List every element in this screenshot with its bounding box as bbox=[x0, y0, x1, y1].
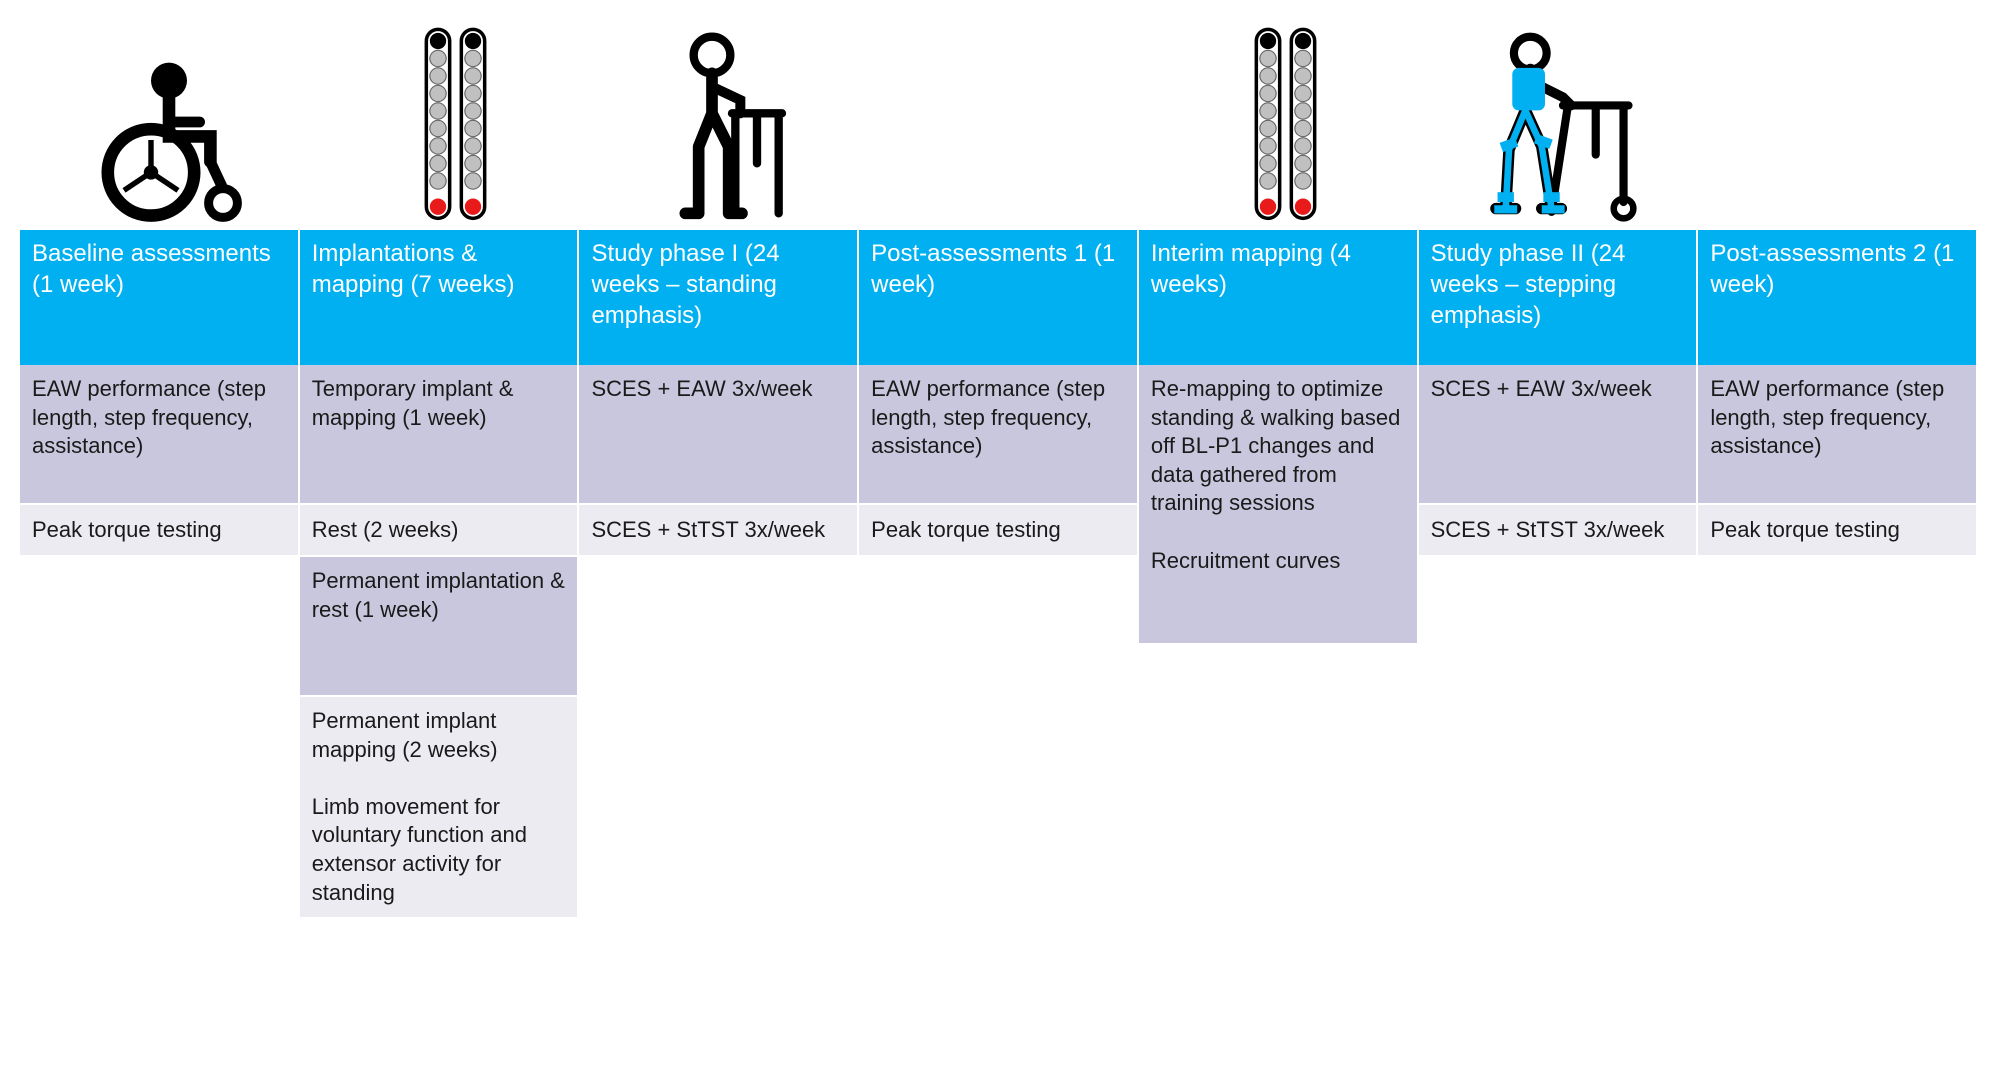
icon-standing-walker-cell bbox=[594, 30, 871, 230]
electrodes-icon bbox=[413, 20, 498, 230]
body-cell: Permanent implantation & rest (1 week) bbox=[300, 557, 580, 697]
column-header-text: Baseline assessments (1 week) bbox=[32, 238, 286, 300]
body-cell-text: SCES + StTST 3x/week bbox=[1431, 516, 1665, 545]
body-cell: EAW performance (step length, step frequ… bbox=[859, 365, 1139, 505]
body-cell-text: EAW performance (step length, step frequ… bbox=[871, 375, 1125, 461]
timeline-column-1: Implantations & mapping (7 weeks) Tempora… bbox=[300, 230, 580, 919]
column-header-text: Study phase II (24 weeks – stepping emph… bbox=[1431, 238, 1685, 332]
column-header-text: Study phase I (24 weeks – standing empha… bbox=[591, 238, 845, 332]
body-cell: SCES + EAW 3x/week bbox=[1419, 365, 1699, 505]
body-cell-text: SCES + EAW 3x/week bbox=[591, 375, 812, 404]
body-cell: Rest (2 weeks) bbox=[300, 505, 580, 557]
electrodes-icon bbox=[1243, 20, 1328, 230]
body-cell-text: Permanent implantation & rest (1 week) bbox=[312, 567, 566, 624]
column-header-text: Post-assessments 2 (1 week) bbox=[1710, 238, 1964, 300]
timeline-column-2: Study phase I (24 weeks – standing empha… bbox=[579, 230, 859, 919]
study-timeline-diagram: Baseline assessments (1 week) EAW perform… bbox=[20, 20, 1978, 919]
timeline-column-0: Baseline assessments (1 week) EAW perform… bbox=[20, 230, 300, 919]
column-header: Baseline assessments (1 week) bbox=[20, 230, 300, 365]
body-cell: Peak torque testing bbox=[1698, 505, 1978, 557]
column-header: Post-assessments 2 (1 week) bbox=[1698, 230, 1978, 365]
body-cell-text: Re-mapping to optimize standing & walkin… bbox=[1151, 375, 1405, 575]
exo-walker-icon bbox=[1473, 30, 1653, 230]
column-header: Study phase II (24 weeks – stepping emph… bbox=[1419, 230, 1699, 365]
timeline-column-6: Post-assessments 2 (1 week) EAW performan… bbox=[1698, 230, 1978, 919]
body-cell: SCES + StTST 3x/week bbox=[579, 505, 859, 557]
column-header: Study phase I (24 weeks – standing empha… bbox=[579, 230, 859, 365]
body-cell-text: Permanent implant mapping (2 weeks) Limb… bbox=[312, 707, 566, 907]
body-cell: SCES + EAW 3x/week bbox=[579, 365, 859, 505]
body-cell-text: Temporary implant & mapping (1 week) bbox=[312, 375, 566, 432]
body-cell-text: SCES + StTST 3x/week bbox=[591, 516, 825, 545]
body-cell: Re-mapping to optimize standing & walkin… bbox=[1139, 365, 1419, 645]
wheelchair-icon bbox=[88, 50, 268, 230]
body-cell-text: SCES + EAW 3x/week bbox=[1431, 375, 1652, 404]
timeline-column-3: Post-assessments 1 (1 week) EAW performan… bbox=[859, 230, 1139, 919]
icon-row bbox=[20, 20, 1978, 230]
body-cell-text: EAW performance (step length, step frequ… bbox=[32, 375, 286, 461]
body-cell-text: Rest (2 weeks) bbox=[312, 516, 459, 545]
timeline-column-5: Study phase II (24 weeks – stepping emph… bbox=[1419, 230, 1699, 919]
body-cell-text: Peak torque testing bbox=[32, 516, 222, 545]
body-cell: EAW performance (step length, step frequ… bbox=[20, 365, 300, 505]
timeline-column-4: Interim mapping (4 weeks) Re-mapping to o… bbox=[1139, 230, 1419, 919]
column-header: Post-assessments 1 (1 week) bbox=[859, 230, 1139, 365]
column-header: Interim mapping (4 weeks) bbox=[1139, 230, 1419, 365]
icon-electrodes-cell-1 bbox=[317, 20, 594, 230]
column-header: Implantations & mapping (7 weeks) bbox=[300, 230, 580, 365]
body-cell: Temporary implant & mapping (1 week) bbox=[300, 365, 580, 505]
body-cell: Permanent implant mapping (2 weeks) Limb… bbox=[300, 697, 580, 919]
standing-walker-icon bbox=[647, 30, 817, 230]
body-cell: Peak torque testing bbox=[859, 505, 1139, 557]
body-cell-text: Peak torque testing bbox=[871, 516, 1061, 545]
body-cell: SCES + StTST 3x/week bbox=[1419, 505, 1699, 557]
body-cell-text: EAW performance (step length, step frequ… bbox=[1710, 375, 1964, 461]
column-header-text: Interim mapping (4 weeks) bbox=[1151, 238, 1405, 300]
icon-wheelchair-cell bbox=[40, 50, 317, 230]
icon-exo-walker-cell bbox=[1424, 30, 1701, 230]
body-cell: Peak torque testing bbox=[20, 505, 300, 557]
icon-electrodes-cell-2 bbox=[1147, 20, 1424, 230]
column-header-text: Post-assessments 1 (1 week) bbox=[871, 238, 1125, 300]
column-header-text: Implantations & mapping (7 weeks) bbox=[312, 238, 566, 300]
body-cell: EAW performance (step length, step frequ… bbox=[1698, 365, 1978, 505]
body-cell-text: Peak torque testing bbox=[1710, 516, 1900, 545]
timeline-table: Baseline assessments (1 week) EAW perform… bbox=[20, 230, 1978, 919]
